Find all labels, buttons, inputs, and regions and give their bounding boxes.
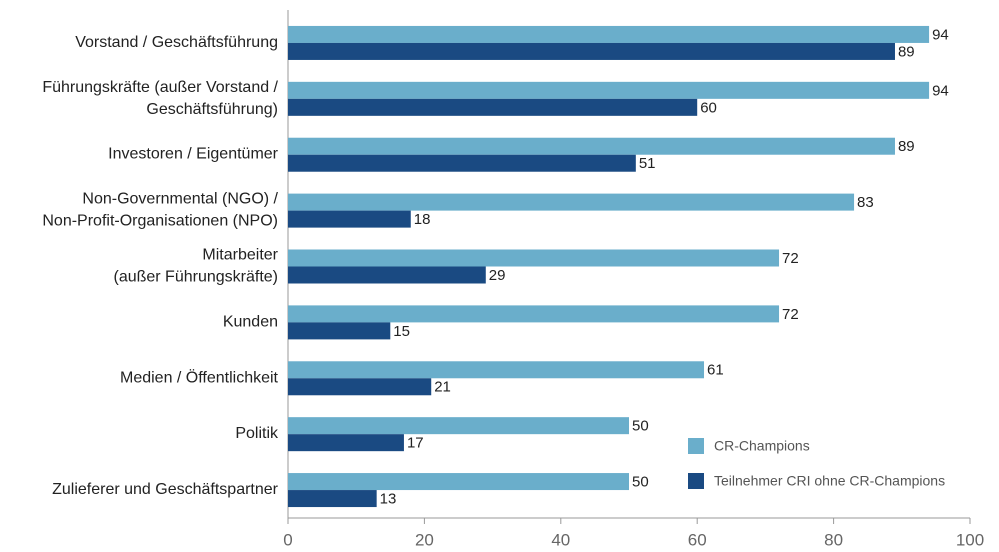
bar (288, 266, 486, 284)
category-label: Non-Governmental (NGO) / Non-Profit-Organ… (42, 191, 278, 230)
category-label: Investoren / Eigentümer (108, 146, 279, 163)
value-label: 29 (489, 267, 506, 284)
bar (288, 154, 636, 172)
value-label: 89 (898, 138, 915, 155)
bar (288, 473, 629, 491)
value-label: 17 (407, 435, 424, 452)
bar (288, 322, 391, 340)
value-label: 50 (632, 474, 649, 491)
value-label: 51 (639, 155, 656, 172)
category-label: Politik (235, 425, 279, 442)
value-label: 15 (393, 323, 410, 340)
legend-swatch (688, 438, 704, 454)
value-label: 60 (700, 99, 717, 116)
bar (288, 361, 705, 379)
bar (288, 210, 411, 228)
x-tick-label: 0 (283, 530, 292, 549)
value-label: 72 (782, 306, 799, 323)
value-label: 83 (857, 194, 874, 211)
bar (288, 417, 629, 435)
bar (288, 137, 895, 155)
category-label: Vorstand / Geschäftsführung (75, 34, 278, 51)
value-label: 18 (414, 211, 431, 228)
x-tick-label: 60 (688, 530, 707, 549)
category-label: Kunden (223, 314, 278, 331)
value-label: 72 (782, 250, 799, 267)
bar (288, 98, 698, 116)
value-label: 50 (632, 418, 649, 435)
category-label: Führungskräfte (außer Vorstand / Geschäft… (42, 79, 278, 118)
value-label: 89 (898, 43, 915, 60)
legend-label: CR-Champions (714, 438, 810, 454)
bar (288, 81, 930, 99)
bar (288, 193, 855, 211)
bar (288, 249, 780, 267)
value-label: 21 (434, 379, 451, 396)
value-label: 94 (932, 82, 949, 99)
value-label: 13 (380, 491, 397, 508)
legend-label: Teilnehmer CRI ohne CR-Champions (714, 473, 945, 489)
bar (288, 490, 377, 508)
x-tick-label: 100 (956, 530, 984, 549)
category-label: Medien / Öffentlichkeit (120, 368, 279, 386)
value-label: 94 (932, 26, 949, 43)
category-label: Mitarbeiter (außer Führungskräfte) (113, 247, 278, 286)
x-tick-label: 40 (551, 530, 570, 549)
bar (288, 434, 404, 452)
bar (288, 42, 895, 60)
bar (288, 305, 780, 323)
category-label: Zulieferer und Geschäftspartner (52, 481, 279, 498)
bar (288, 25, 930, 43)
value-label: 61 (707, 362, 724, 379)
x-tick-label: 80 (824, 530, 843, 549)
x-tick-label: 20 (415, 530, 434, 549)
bar (288, 378, 432, 396)
legend-swatch (688, 473, 704, 489)
